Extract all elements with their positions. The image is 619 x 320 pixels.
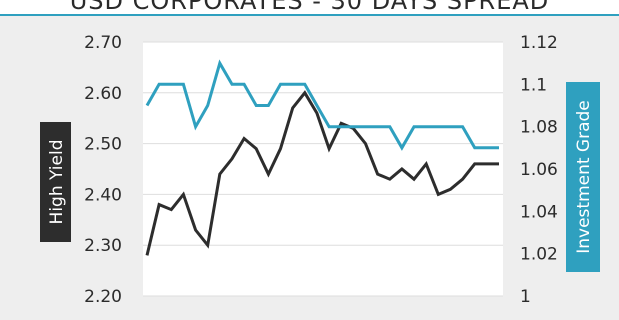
series-layer: [145, 59, 499, 256]
spread-chart: 2.70 2.60 2.50 2.40 2.30 2.20 1.12 1.1 1.08 1.06…: [0, 16, 619, 320]
right-axis-label: Investment Grade: [574, 100, 594, 254]
right-tick-label: 1.04: [520, 202, 558, 222]
left-axis-label-box: [40, 122, 71, 242]
right-tick-label: 1.1: [520, 75, 547, 95]
left-axis-label: High Yield: [47, 140, 67, 225]
left-tick-label: 2.70: [84, 33, 122, 53]
left-tick-label: 2.60: [84, 84, 122, 104]
series-line-investment-grade: [145, 59, 499, 151]
right-tick-label: 1.02: [520, 245, 558, 265]
left-tick-label: 2.20: [84, 287, 122, 307]
title-banner: USD CORPORATES - 30 DAYS SPREAD: [0, 0, 619, 14]
left-tick-label: 2.30: [84, 236, 122, 256]
title-rule: [0, 14, 619, 16]
left-axis-ticks: 2.70 2.60 2.50 2.40 2.30 2.20: [84, 33, 122, 307]
right-tick-label: 1.06: [520, 160, 558, 180]
plot-area: [143, 42, 503, 296]
right-axis-label-box: [566, 82, 600, 272]
gridlines: [143, 41, 503, 297]
right-tick-label: 1: [520, 287, 531, 307]
chart-title: USD CORPORATES - 30 DAYS SPREAD: [69, 0, 550, 14]
right-tick-label: 1.12: [520, 33, 558, 53]
right-tick-label: 1.08: [520, 118, 558, 138]
right-axis-ticks: 1.12 1.1 1.08 1.06 1.04 1.02 1: [520, 33, 558, 307]
series-line-high-yield: [145, 90, 499, 256]
left-tick-label: 2.40: [84, 185, 122, 205]
left-tick-label: 2.50: [84, 135, 122, 155]
